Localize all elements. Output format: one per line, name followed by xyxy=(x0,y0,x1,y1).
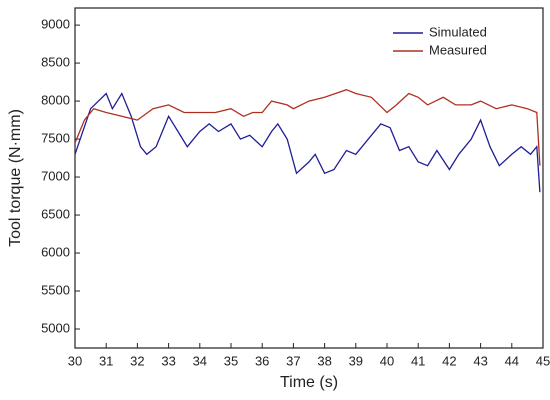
plot-frame xyxy=(74,7,544,349)
x-tick-label: 44 xyxy=(505,353,519,368)
x-tick-label: 34 xyxy=(193,353,207,368)
y-tick-label: 5500 xyxy=(41,282,70,297)
series-line xyxy=(74,92,541,193)
x-tick-label: 37 xyxy=(286,353,300,368)
y-tick-label: 5000 xyxy=(41,320,70,335)
x-tick-label: 41 xyxy=(411,353,425,368)
y-tick-label: 8500 xyxy=(41,55,70,70)
x-tick-label: 39 xyxy=(349,353,363,368)
y-tick-label: 6000 xyxy=(41,244,70,259)
x-tick-label: 45 xyxy=(536,353,550,368)
x-tick-label: 40 xyxy=(380,353,394,368)
x-axis-title: Time (s) xyxy=(280,374,338,391)
x-tick-label: 43 xyxy=(473,353,487,368)
y-tick-label: 9000 xyxy=(41,17,70,32)
x-tick-label: 30 xyxy=(68,353,82,368)
x-tick-label: 35 xyxy=(224,353,238,368)
x-tick-label: 36 xyxy=(255,353,269,368)
x-tick-label: 31 xyxy=(99,353,113,368)
x-tick-label: 33 xyxy=(161,353,175,368)
y-tick-label: 6500 xyxy=(41,206,70,221)
x-tick-label: 38 xyxy=(317,353,331,368)
x-tick-label: 42 xyxy=(442,353,456,368)
legend-label: Simulated xyxy=(429,24,487,39)
y-tick-label: 8000 xyxy=(41,93,70,108)
legend-label: Measured xyxy=(429,42,487,57)
y-tick-label: 7000 xyxy=(41,168,70,183)
y-tick-label: 7500 xyxy=(41,130,70,145)
y-axis-title: Tool torque (N·mm) xyxy=(7,109,24,247)
series-line xyxy=(74,89,541,166)
x-tick-label: 32 xyxy=(130,353,144,368)
